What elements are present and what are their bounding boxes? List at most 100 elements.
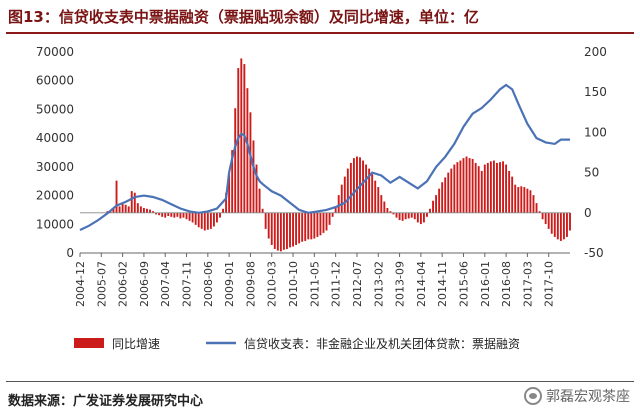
bar-2008-06 <box>206 212 209 230</box>
bar-2008-07 <box>209 212 212 229</box>
left-tick-label: 0 <box>66 246 74 260</box>
watermark-text: 郭磊宏观茶座 <box>546 389 630 405</box>
bar-2012-07 <box>356 156 358 213</box>
data-source: 数据来源：广发证券发展研究中心 <box>8 394 204 409</box>
bar-2011-09 <box>325 212 328 231</box>
bar-2007-05 <box>167 212 170 217</box>
bar-2009-01 <box>228 174 231 213</box>
bar-2008-08 <box>212 212 215 227</box>
bar-2014-09 <box>435 195 438 213</box>
bar-2005-12 <box>115 180 118 213</box>
line-series <box>79 83 570 231</box>
bar-2010-08 <box>286 212 288 249</box>
x-tick-label: 2010-03 <box>266 261 279 307</box>
bar-2008-02 <box>194 212 197 225</box>
bar-2007-11 <box>185 212 188 220</box>
x-tick-label: 2006-09 <box>138 261 151 307</box>
bar-2009-10 <box>255 164 258 213</box>
bar-2010-09 <box>289 212 291 248</box>
bar-2016-05 <box>496 162 498 213</box>
bar-2008-04 <box>200 212 203 229</box>
bar-2010-03 <box>270 212 273 245</box>
bar-2014-06 <box>426 212 428 217</box>
bar-2013-11 <box>404 212 407 220</box>
bar-2014-07 <box>429 208 431 213</box>
bar-2010-12 <box>298 212 301 244</box>
x-tick-label: 2013-09 <box>394 261 407 307</box>
left-tick-label: 60000 <box>36 74 74 88</box>
bar-2011-12 <box>334 206 337 213</box>
bar-2018-04 <box>566 212 568 237</box>
bar-2006-04 <box>127 206 130 213</box>
legend-swatch-bar <box>74 338 104 348</box>
bar-2012-06 <box>352 158 355 213</box>
bar-2007-12 <box>188 212 191 221</box>
bar-2015-09 <box>471 158 474 213</box>
bar-2017-01 <box>520 186 523 213</box>
x-tick-label: 2006-02 <box>117 261 130 307</box>
bar-2006-10 <box>146 208 148 213</box>
bar-2012-04 <box>346 168 349 213</box>
bar-2014-05 <box>422 212 425 223</box>
bar-2015-07 <box>465 156 468 213</box>
bar-2009-03 <box>234 108 237 213</box>
bar-2018-05 <box>569 212 571 231</box>
bar-2015-06 <box>462 158 465 213</box>
bar-2010-11 <box>295 212 298 245</box>
bar-2009-08 <box>249 112 252 213</box>
bar-2014-02 <box>413 212 416 220</box>
bar-2015-10 <box>474 162 477 213</box>
x-tick-label: 2012-07 <box>351 261 364 307</box>
bar-2017-05 <box>532 195 535 213</box>
bar-2013-09 <box>398 212 401 221</box>
bar-2016-07 <box>502 161 504 213</box>
bar-2016-06 <box>499 162 501 213</box>
right-tick-label: 100 <box>584 125 607 139</box>
bar-2013-02 <box>377 187 380 213</box>
x-tick-label: 2007-04 <box>159 261 172 307</box>
x-tick-label: 2005-07 <box>95 261 108 307</box>
x-tick-label: 2014-04 <box>415 261 428 307</box>
bar-2010-07 <box>282 212 285 250</box>
bar-2008-01 <box>191 212 194 223</box>
bar-2010-10 <box>292 212 294 247</box>
bar-2016-11 <box>514 184 517 213</box>
bar-2009-12 <box>261 208 264 213</box>
bar-2007-03 <box>161 212 164 217</box>
right-tick-label: 0 <box>584 206 592 220</box>
bar-2008-11 <box>222 208 224 213</box>
x-tick-label: 2008-06 <box>202 261 215 307</box>
bar-2017-06 <box>535 203 538 213</box>
bar-2007-08 <box>176 212 179 217</box>
bar-2011-02 <box>304 212 307 241</box>
bar-2009-07 <box>246 88 249 213</box>
bar-2011-07 <box>319 212 322 236</box>
left-tick-label: 70000 <box>36 45 74 59</box>
bar-2006-11 <box>149 209 151 213</box>
bar-2015-05 <box>459 160 462 213</box>
x-axis-ticks: 2004-12 2005-07 2006-02 2006-09 2007-04 2007-… <box>74 253 556 307</box>
bar-2017-02 <box>523 187 526 213</box>
bar-2007-10 <box>182 212 185 218</box>
bar-2006-03 <box>124 204 127 213</box>
bar-2006-02 <box>121 203 124 213</box>
bar-2009-02 <box>231 150 234 213</box>
bar-2013-01 <box>374 180 377 213</box>
left-axis-ticks: 0 10000 20000 30000 40000 50000 60000 70000 <box>36 45 74 260</box>
bar-2010-02 <box>267 212 270 239</box>
right-tick-label: -50 <box>584 246 604 260</box>
bar-2012-12 <box>371 174 374 213</box>
bar-2009-11 <box>258 188 261 213</box>
bar-2011-04 <box>310 212 313 240</box>
bar-2018-02 <box>559 212 562 241</box>
bar-2013-07 <box>392 212 395 215</box>
bar-2013-03 <box>380 195 383 213</box>
bar-2011-01 <box>301 212 304 242</box>
bar-2007-06 <box>170 212 173 217</box>
bar-2005-11 <box>112 208 115 213</box>
bar-2017-11 <box>550 212 553 234</box>
bar-2006-01 <box>118 206 121 213</box>
title-rule <box>6 32 634 34</box>
bar-2012-01 <box>337 195 340 213</box>
bar-2015-08 <box>468 158 471 213</box>
